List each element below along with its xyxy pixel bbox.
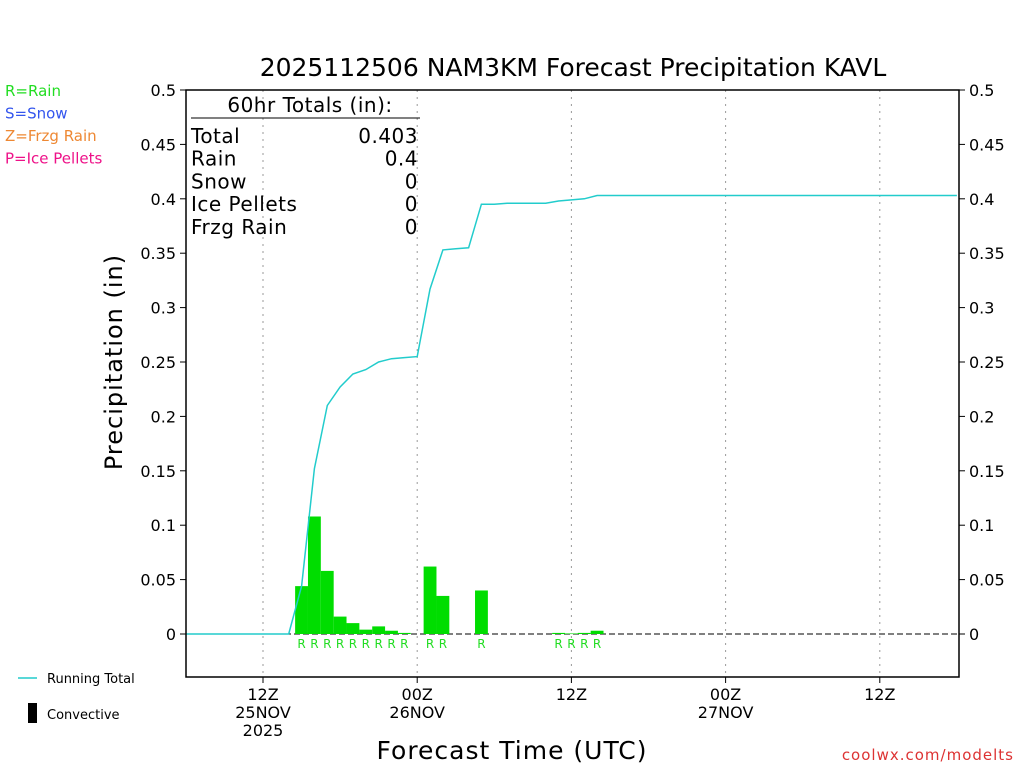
precip-type-letter-15: R xyxy=(593,637,601,651)
precip-bar-0 xyxy=(295,586,308,634)
y-tick-label-right-1: 0.45 xyxy=(969,135,1005,154)
precip-bar-13 xyxy=(564,633,578,635)
running-total-path xyxy=(185,194,957,635)
y-tick-label-left-6: 0.2 xyxy=(151,407,176,426)
y-tick-label-left-4: 0.3 xyxy=(151,299,176,318)
precip-bars xyxy=(295,516,604,635)
type-legend-item-1: S=Snow xyxy=(5,105,68,123)
y-tick-label-right-3: 0.35 xyxy=(969,244,1005,263)
x-tick-label-2-0: 12Z xyxy=(556,685,587,704)
x-tick-label-3-1: 27NOV xyxy=(698,703,754,722)
y-tick-label-right-4: 0.3 xyxy=(969,299,994,318)
x-tick-label-0-1: 25NOV xyxy=(235,703,291,722)
totals-heading: 60hr Totals (in): xyxy=(227,93,392,117)
y-tick-label-right-0: 0.5 xyxy=(969,81,994,100)
precip-bar-7 xyxy=(385,630,398,634)
totals-row-value-1: 0.4 xyxy=(385,147,418,171)
totals-row-label-4: Frzg Rain xyxy=(191,215,287,239)
precip-type-letter-12: R xyxy=(554,637,562,651)
plot-frame xyxy=(185,89,960,678)
y-tick-label-left-7: 0.15 xyxy=(140,462,176,481)
precip-bar-4 xyxy=(346,623,360,634)
gridlines xyxy=(262,90,881,677)
totals-row-value-3: 0 xyxy=(405,192,418,216)
y-tick-label-left-0: 0.5 xyxy=(151,81,176,100)
y-tick-label-right-8: 0.1 xyxy=(969,516,994,535)
x-axis-label: Forecast Time (UTC) xyxy=(377,736,648,765)
totals-row-value-2: 0 xyxy=(405,169,418,193)
y-ticks: 0.5 0.5 0.45 0.45 0.4 0.4 0.35 0.35 0.3 0.3 0.25 0.… xyxy=(140,81,1004,644)
precip-bar-2 xyxy=(320,570,334,634)
precip-bar-8 xyxy=(397,632,411,634)
y-tick-label-left-5: 0.25 xyxy=(140,353,176,372)
precip-type-letter-9: R xyxy=(426,637,434,651)
totals-row-value-0: 0.403 xyxy=(358,124,418,148)
y-tick-label-right-5: 0.25 xyxy=(969,353,1005,372)
chart-title: 2025112506 NAM3KM Forecast Precipitation… xyxy=(260,53,887,82)
precip-type-letter-7: R xyxy=(387,637,395,651)
precip-bar-11 xyxy=(475,590,488,634)
precip-type-letter-1: R xyxy=(310,637,318,651)
y-tick-label-left-8: 0.1 xyxy=(151,516,176,535)
y-tick-label-right-6: 0.2 xyxy=(969,407,994,426)
precip-type-letter-8: R xyxy=(400,637,408,651)
precip-type-letter-13: R xyxy=(567,637,575,651)
precip-type-letter-4: R xyxy=(349,637,357,651)
x-tick-label-3-0: 00Z xyxy=(710,685,741,704)
precip-type-letter-10: R xyxy=(439,637,447,651)
precip-bar-6 xyxy=(372,626,386,634)
x-tick-label-1-0: 00Z xyxy=(402,685,433,704)
y-tick-label-right-7: 0.15 xyxy=(969,462,1005,481)
totals-row-value-4: 0 xyxy=(405,215,418,239)
y-axis-label: Precipitation (in) xyxy=(100,254,128,470)
x-tick-label-4-0: 12Z xyxy=(864,685,895,704)
precip-bar-10 xyxy=(436,595,450,634)
precip-bar-3 xyxy=(333,616,347,634)
precip-type-legend: R=Rain S=Snow Z=Frzg Rain P=Ice Pellets xyxy=(5,82,102,168)
y-tick-label-left-3: 0.35 xyxy=(140,244,176,263)
precip-type-letter-5: R xyxy=(362,637,370,651)
precip-type-letter-2: R xyxy=(323,637,331,651)
y-tick-label-left-9: 0.05 xyxy=(140,571,176,590)
x-tick-label-1-1: 26NOV xyxy=(389,703,445,722)
precip-type-letter-14: R xyxy=(580,637,588,651)
type-legend-item-2: Z=Frzg Rain xyxy=(5,127,97,145)
precip-bar-5 xyxy=(359,629,373,634)
precip-type-letter-3: R xyxy=(336,637,344,651)
y-tick-label-left-2: 0.4 xyxy=(151,190,176,209)
convective-legend-label: Convective xyxy=(47,708,120,723)
credit-text: coolwx.com/modelts xyxy=(842,746,1014,764)
y-tick-label-right-2: 0.4 xyxy=(969,190,994,209)
precip-type-letter-0: R xyxy=(297,637,305,651)
precip-type-letter-6: R xyxy=(374,637,382,651)
y-tick-label-left-10: 0 xyxy=(166,625,176,644)
precip-bar-14 xyxy=(577,632,591,634)
precip-bar-1 xyxy=(307,516,321,634)
y-tick-label-right-9: 0.05 xyxy=(969,571,1005,590)
x-tick-label-0-0: 12Z xyxy=(247,685,278,704)
y-tick-label-left-1: 0.45 xyxy=(140,135,176,154)
convective-legend-swatch xyxy=(28,703,37,723)
bottom-legend: Running Total Convective xyxy=(18,672,135,723)
precip-type-letter-11: R xyxy=(477,637,485,651)
totals-box: 60hr Totals (in): Total 0.403 Rain 0.4 Snow 0… xyxy=(190,93,420,239)
precip-bar-15 xyxy=(590,630,604,634)
running-total-line xyxy=(185,194,957,635)
x-tick-label-0-2: 2025 xyxy=(243,721,284,740)
type-legend-item-3: P=Ice Pellets xyxy=(5,150,102,168)
precip-bar-9 xyxy=(423,566,437,634)
totals-row-label-0: Total xyxy=(190,124,240,148)
running-total-legend-label: Running Total xyxy=(47,672,135,687)
totals-row-label-3: Ice Pellets xyxy=(191,192,297,216)
y-tick-label-right-10: 0 xyxy=(969,625,979,644)
precip-bar-12 xyxy=(552,632,565,634)
totals-row-label-1: Rain xyxy=(191,147,237,171)
totals-row-label-2: Snow xyxy=(191,169,247,193)
type-legend-item-0: R=Rain xyxy=(5,82,61,100)
